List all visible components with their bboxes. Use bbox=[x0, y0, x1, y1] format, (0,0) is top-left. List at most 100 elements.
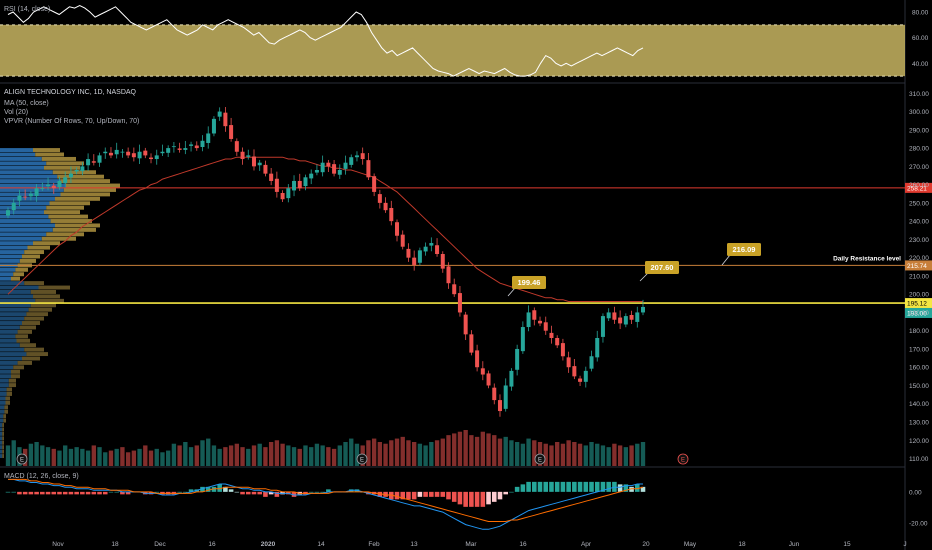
vpvr-row-up bbox=[0, 440, 3, 445]
volume-bar bbox=[286, 445, 291, 466]
candle-body bbox=[623, 316, 628, 325]
ma50-line bbox=[7, 156, 643, 302]
candle-body bbox=[200, 140, 205, 147]
candle-body bbox=[57, 180, 62, 188]
earnings-marker[interactable] bbox=[534, 453, 546, 465]
price-pane[interactable]: 258.21 215.74 195.12 193.00 E E E E 199.46 207.… bbox=[0, 89, 932, 466]
price-tick: 240.00 bbox=[909, 219, 929, 226]
volume-bar bbox=[97, 447, 102, 466]
vpvr-row-down bbox=[17, 329, 32, 334]
macd-pane[interactable]: 0.00 -20.00 MACD (12, 26, close, 9) bbox=[4, 473, 928, 530]
candle-body bbox=[194, 145, 199, 149]
volume-bar bbox=[223, 447, 228, 466]
price-axis: 110.00 120.00 130.00 140.00 150.00 160.00 170.… bbox=[909, 91, 929, 463]
vpvr-row-up bbox=[0, 431, 3, 436]
earnings-marker-label: E bbox=[538, 458, 542, 464]
vpvr-row-up bbox=[0, 356, 22, 361]
vpvr-row-down bbox=[28, 307, 52, 312]
candle-body bbox=[74, 170, 79, 172]
vpvr-row-down bbox=[8, 378, 16, 383]
vpvr-row-down bbox=[3, 418, 6, 423]
candle-body bbox=[34, 188, 39, 196]
macd-hist-bar bbox=[5, 491, 11, 493]
vpvr-row-down bbox=[24, 316, 44, 321]
price-tick: 270.00 bbox=[909, 164, 929, 171]
rsi-pane[interactable]: 40.00 60.00 80.00 RSI (14, close) bbox=[0, 5, 929, 77]
volume-bar bbox=[389, 440, 394, 466]
macd-hist-bar bbox=[509, 491, 514, 493]
volume-bar bbox=[206, 438, 211, 466]
macd-hist-bar bbox=[80, 491, 85, 495]
candle-body bbox=[257, 162, 262, 166]
vpvr-row-up bbox=[0, 400, 6, 405]
macd-hist-bar bbox=[629, 486, 634, 492]
candle-body bbox=[360, 153, 365, 160]
candle-body bbox=[309, 173, 314, 179]
callout-box[interactable] bbox=[512, 276, 546, 289]
earnings-marker[interactable] bbox=[677, 453, 689, 465]
macd-hist-bar bbox=[200, 486, 205, 492]
macd-hist-bar bbox=[394, 491, 400, 500]
volume-bar bbox=[280, 443, 285, 466]
volume-bar bbox=[251, 445, 257, 466]
volume-bar bbox=[589, 442, 594, 466]
macd-hist-bar bbox=[577, 481, 583, 492]
time-tick: Dec bbox=[154, 541, 166, 548]
price-tick: 120.00 bbox=[909, 438, 929, 445]
earnings-marker[interactable] bbox=[356, 453, 368, 465]
volume-bar bbox=[183, 442, 188, 466]
candle-body bbox=[480, 368, 485, 375]
macd-hist-bar bbox=[274, 491, 280, 497]
candle-body bbox=[515, 348, 520, 370]
vpvr-row-up bbox=[0, 196, 55, 201]
volume-bar bbox=[452, 433, 457, 466]
candle-body bbox=[189, 144, 194, 146]
volume-bar bbox=[5, 445, 11, 466]
candle-body bbox=[314, 170, 319, 173]
macd-hist-bar bbox=[251, 491, 257, 495]
earnings-marker[interactable] bbox=[16, 453, 28, 465]
volume-bar bbox=[617, 445, 623, 466]
vpvr-row-down bbox=[48, 214, 88, 219]
callout-box[interactable] bbox=[727, 243, 761, 256]
candle-body bbox=[417, 250, 422, 263]
candle-body bbox=[400, 234, 405, 247]
volume-profile bbox=[0, 148, 120, 459]
callout-box[interactable] bbox=[645, 261, 679, 274]
macd-hist-bar bbox=[120, 491, 125, 495]
volume-bar bbox=[514, 442, 520, 466]
volume-bar bbox=[572, 442, 577, 466]
vpvr-row-down bbox=[44, 165, 80, 170]
price-tick: 230.00 bbox=[909, 237, 929, 244]
candle-body bbox=[137, 151, 142, 159]
volume-bar bbox=[171, 443, 177, 466]
vpvr-row-up bbox=[0, 294, 33, 299]
macd-hist-bar bbox=[594, 481, 600, 492]
candle-body bbox=[595, 338, 600, 358]
candle-body bbox=[183, 148, 188, 150]
macd-hist-bar bbox=[526, 481, 531, 492]
macd-hist-bar bbox=[543, 481, 549, 492]
volume-bar bbox=[108, 450, 114, 466]
price-tick: 150.00 bbox=[909, 383, 929, 390]
volume-bar bbox=[446, 435, 451, 466]
volume-bar bbox=[497, 438, 503, 466]
volume-bar bbox=[343, 442, 348, 466]
vpvr-row-down bbox=[2, 445, 4, 450]
volume-bar bbox=[600, 445, 606, 466]
candle-body bbox=[246, 155, 251, 157]
vpvr-row-down bbox=[19, 343, 36, 348]
volume-bar bbox=[349, 438, 354, 466]
vpvr-row-down bbox=[50, 219, 92, 223]
macd-hist-bar bbox=[74, 491, 79, 495]
candle-body bbox=[143, 150, 148, 156]
vpvr-row-up bbox=[0, 409, 5, 414]
macd-hist-bar bbox=[85, 491, 91, 495]
candle-body bbox=[532, 310, 537, 320]
resistance-price-label: 258.21 bbox=[907, 185, 927, 192]
macd-hist-bar bbox=[411, 491, 417, 500]
macd-hist-bar bbox=[434, 491, 440, 497]
volume-bar bbox=[125, 452, 131, 466]
candle-body bbox=[640, 306, 646, 313]
rsi-axis: 40.00 60.00 80.00 bbox=[912, 9, 929, 67]
